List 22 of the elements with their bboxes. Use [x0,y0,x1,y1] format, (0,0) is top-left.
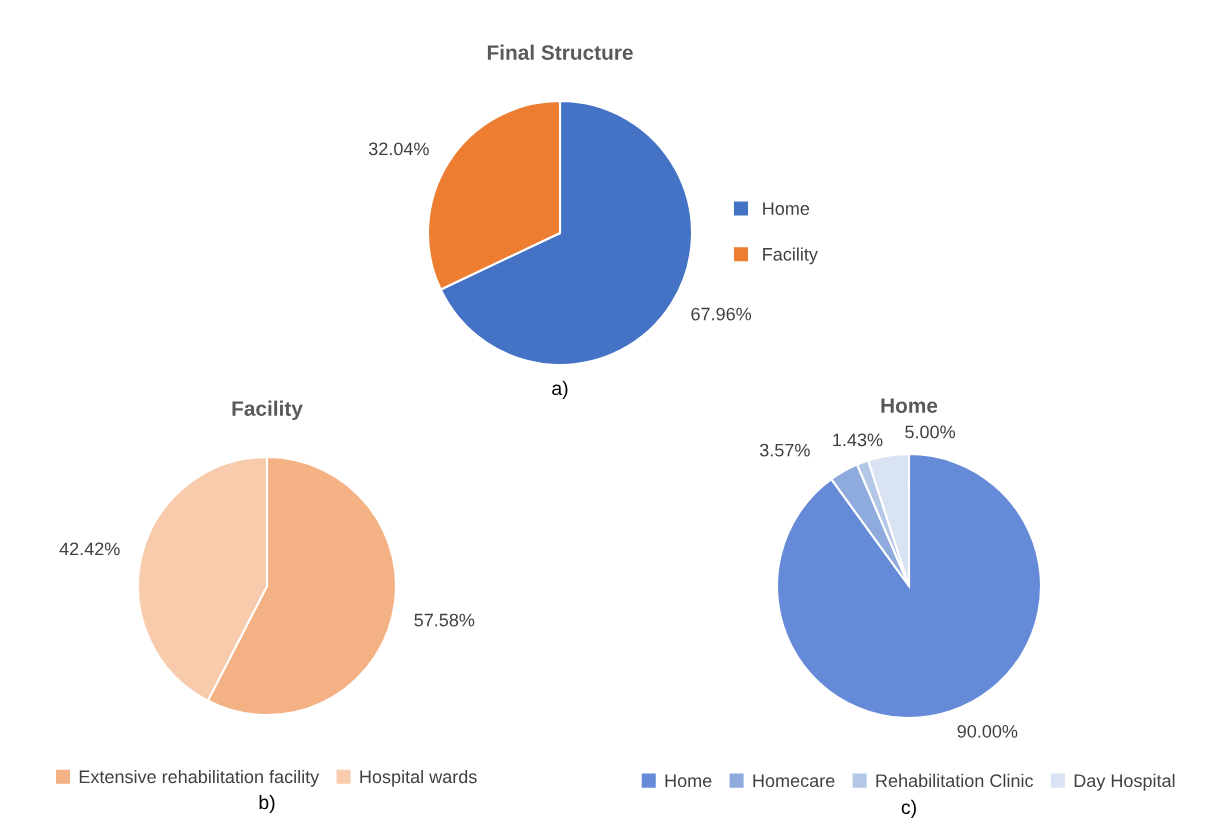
legend-label: Rehabilitation Clinic [876,773,1034,788]
legend-label: Day Hospital [1074,773,1175,791]
legend-label: Extensive rehabilitation facility [79,769,320,787]
legend-label: Hospital wards [360,769,477,787]
text: c) [901,799,916,818]
data-label: 1.43% [833,433,883,447]
data-label: 32.04% [368,142,429,156]
data-label: 5.00% [905,425,955,439]
legend-label: Facility [763,247,818,265]
legend-label: Home [763,202,810,215]
legend-label: Home [665,774,712,788]
data-label: 42.42% [59,542,120,556]
chart-title: Facility [232,400,303,421]
text: b) [259,794,275,814]
text: a) [552,380,568,399]
data-label: 67.96% [691,307,752,321]
legend-label: Homecare [753,774,835,788]
data-label: 90.00% [957,724,1018,738]
data-label: 57.58% [414,613,475,627]
chart-title: Final Structure [487,44,633,60]
data-label: 3.57% [759,443,810,457]
chart-title: Home [881,398,938,413]
